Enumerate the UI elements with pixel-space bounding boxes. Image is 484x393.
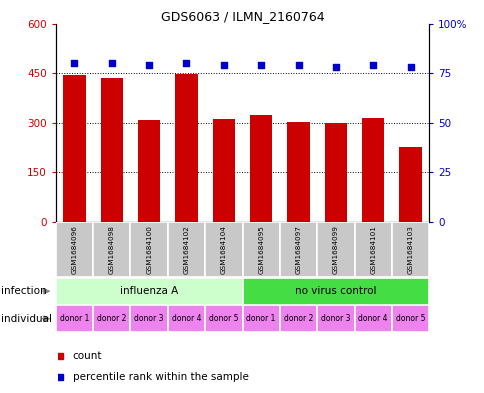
Text: no virus control: no virus control [294, 286, 376, 296]
Text: percentile rank within the sample: percentile rank within the sample [73, 372, 248, 382]
Text: GSM1684102: GSM1684102 [183, 225, 189, 274]
Text: GSM1684099: GSM1684099 [332, 225, 338, 274]
Bar [361, 118, 384, 222]
Bar [93, 222, 130, 277]
Text: GSM1684101: GSM1684101 [369, 225, 376, 274]
Bar [93, 305, 130, 332]
Text: infection: infection [1, 286, 46, 296]
Text: GSM1684097: GSM1684097 [295, 225, 301, 274]
Text: donor 1: donor 1 [246, 314, 275, 323]
Text: individual: individual [1, 314, 52, 324]
Bar [167, 222, 205, 277]
Text: donor 5: donor 5 [209, 314, 238, 323]
Text: donor 3: donor 3 [134, 314, 164, 323]
Point [257, 62, 265, 68]
Bar [249, 114, 272, 222]
Point [331, 64, 339, 70]
Bar [354, 222, 391, 277]
Bar [205, 305, 242, 332]
Bar [175, 74, 197, 222]
Bar [212, 119, 235, 222]
Bar [317, 305, 354, 332]
Text: donor 2: donor 2 [283, 314, 313, 323]
Bar [137, 119, 160, 222]
Text: GSM1684103: GSM1684103 [407, 225, 413, 274]
Text: donor 1: donor 1 [60, 314, 89, 323]
Bar [391, 222, 428, 277]
Bar [100, 78, 123, 222]
Text: donor 4: donor 4 [358, 314, 387, 323]
Text: GSM1684104: GSM1684104 [220, 225, 227, 274]
Text: GSM1684096: GSM1684096 [71, 225, 77, 274]
Bar [242, 278, 428, 305]
Point [145, 62, 153, 68]
Text: influenza A: influenza A [120, 286, 178, 296]
Bar [317, 222, 354, 277]
Text: GSM1684100: GSM1684100 [146, 225, 152, 274]
Bar [324, 123, 347, 222]
Text: count: count [73, 351, 102, 361]
Bar [63, 75, 86, 222]
Bar [279, 222, 317, 277]
Point [406, 64, 413, 70]
Bar [279, 305, 317, 332]
Point [369, 62, 377, 68]
Bar [398, 147, 421, 222]
Text: GSM1684095: GSM1684095 [257, 225, 264, 274]
Bar [242, 222, 279, 277]
Point [107, 60, 115, 66]
Bar [391, 305, 428, 332]
Bar [287, 122, 309, 222]
Text: donor 3: donor 3 [320, 314, 350, 323]
Bar [56, 222, 93, 277]
Text: donor 2: donor 2 [97, 314, 126, 323]
Bar [56, 305, 93, 332]
Point [219, 62, 227, 68]
Point [71, 60, 78, 66]
Text: GSM1684098: GSM1684098 [108, 225, 115, 274]
Bar [354, 305, 391, 332]
Bar [242, 305, 279, 332]
Text: GDS6063 / ILMN_2160764: GDS6063 / ILMN_2160764 [160, 10, 324, 23]
Bar [56, 278, 242, 305]
Point [294, 62, 302, 68]
Text: donor 5: donor 5 [395, 314, 424, 323]
Bar [130, 305, 167, 332]
Bar [130, 222, 167, 277]
Bar [205, 222, 242, 277]
Text: donor 4: donor 4 [171, 314, 201, 323]
Point [182, 60, 190, 66]
Bar [167, 305, 205, 332]
